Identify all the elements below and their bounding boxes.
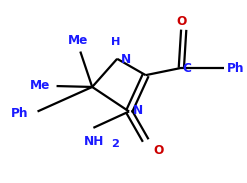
Text: N: N	[133, 104, 144, 117]
Text: Me: Me	[30, 79, 50, 92]
Text: C: C	[183, 62, 191, 75]
Text: Me: Me	[68, 34, 88, 47]
Text: O: O	[154, 144, 164, 157]
Text: O: O	[176, 15, 186, 28]
Text: 2: 2	[111, 139, 119, 149]
Text: N: N	[121, 53, 131, 66]
Text: H: H	[111, 37, 121, 46]
Text: Ph: Ph	[226, 62, 244, 75]
Text: NH: NH	[84, 135, 104, 148]
Text: Ph: Ph	[11, 107, 28, 120]
